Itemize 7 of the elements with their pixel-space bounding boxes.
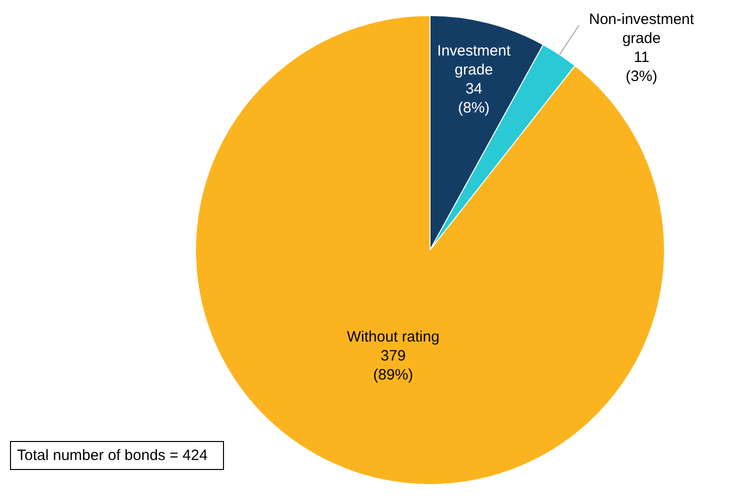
data-label: 379 (89%) [373,348,414,384]
data-label: 34 (8%) [458,80,490,116]
text: Total number of bonds = 424 [10,441,224,470]
slice-label: Without rating [346,328,440,346]
slice-label: Non-investment grade [588,10,695,47]
data-label: 11 (3%) [626,48,658,85]
slice-label: Investment grade [437,42,512,78]
